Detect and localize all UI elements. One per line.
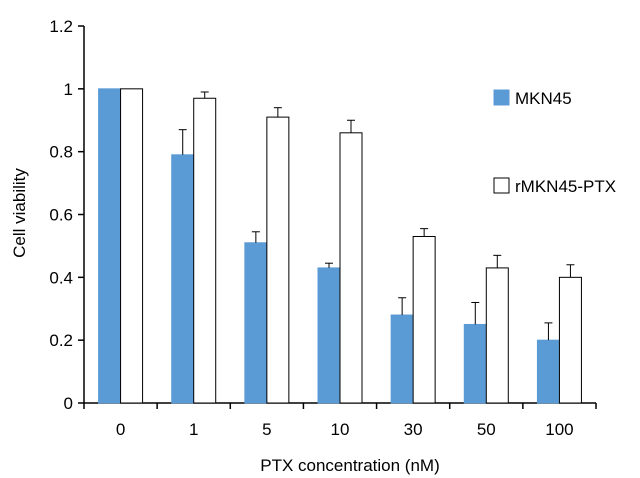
x-axis-title: PTX concentration (nM) (260, 456, 440, 475)
y-tick-label: 0 (64, 394, 73, 413)
y-tick-label: 0.2 (49, 331, 73, 350)
bar-rmkn45-ptx-50 (485, 267, 509, 404)
y-tick-label: 1 (64, 80, 73, 99)
y-axis-title: Cell viability (10, 168, 29, 258)
x-tick-label: 0 (116, 420, 125, 439)
bar-mkn45-30 (390, 314, 414, 404)
x-tick-label: 100 (545, 420, 573, 439)
legend: MKN45 rMKN45-PTX (493, 89, 616, 196)
legend-swatch-rmkn45-ptx (493, 177, 510, 194)
bar-mkn45-5 (244, 242, 268, 404)
x-tick-label: 10 (331, 420, 350, 439)
bar-mkn45-1 (171, 154, 195, 404)
y-tick-label: 1.2 (49, 17, 73, 36)
bar-rmkn45-ptx-5 (266, 116, 290, 404)
bar-rmkn45-ptx-100 (558, 276, 582, 404)
legend-swatch-mkn45 (493, 89, 510, 106)
x-tick-label: 50 (477, 420, 496, 439)
bar-mkn45-100 (536, 339, 560, 404)
x-tick-label: 30 (404, 420, 423, 439)
bar-rmkn45-ptx-1 (193, 97, 217, 404)
bar-rmkn45-ptx-10 (339, 132, 363, 404)
bar-rmkn45-ptx-30 (412, 235, 436, 404)
y-tick-label: 0.6 (49, 206, 73, 225)
x-tick-label: 1 (189, 420, 198, 439)
y-tick-label: 0.4 (49, 268, 73, 287)
bar-mkn45-50 (463, 323, 487, 404)
bar-rmkn45-ptx-0 (120, 88, 144, 404)
plot-area: 0 0.2 0.4 0.6 0.8 1 1.2 0 1 5 10 30 50 100 (49, 17, 597, 439)
legend-label-mkn45: MKN45 (515, 89, 572, 108)
bar-mkn45-0 (98, 88, 122, 404)
bar-mkn45-10 (317, 267, 341, 404)
legend-label-rmkn45-ptx: rMKN45-PTX (515, 177, 616, 196)
x-tick-label: 5 (262, 420, 271, 439)
y-tick-label: 0.8 (49, 143, 73, 162)
